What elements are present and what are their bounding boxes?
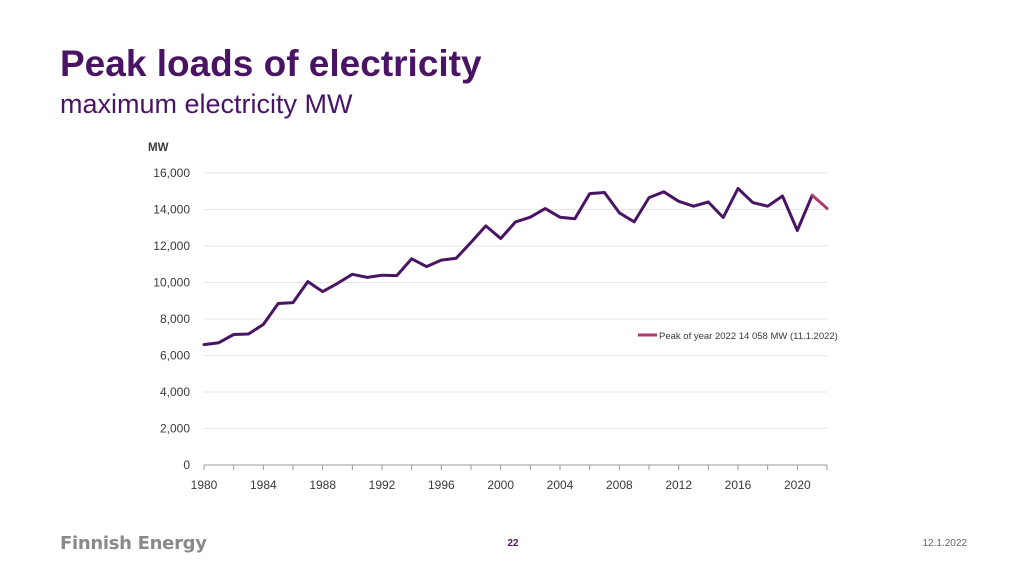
peak-load-line [202,187,814,347]
x-tick-label: 2016 [725,478,752,492]
x-tick-label: 1996 [428,478,455,492]
x-tick-label: 1980 [191,478,218,492]
series [202,187,829,347]
x-tick-label: 2020 [784,478,811,492]
x-tick-label: 2008 [606,478,633,492]
x-tick-label: 1988 [309,478,336,492]
y-tick-label: 14,000 [153,203,190,217]
y-tick-label: 12,000 [153,239,190,253]
x-tick-label: 2000 [487,478,514,492]
axes: 0 2,000 4,000 6,000 8,000 10,000 12,000 14,000 1… [148,142,828,492]
x-tick-label: 2012 [665,478,692,492]
finnish-energy-logo: Finnish Energy [60,533,207,554]
peak-2022-line [810,193,829,210]
page-number: 22 [507,538,519,549]
page-subtitle: maximum electricity MW [60,89,353,119]
y-tick-label: 16,000 [153,166,190,180]
legend-label: Peak of year 2022 14 058 MW (11.1.2022) [659,331,838,342]
page-title: Peak loads of electricity [60,43,482,84]
y-tick-label: 10,000 [153,276,190,290]
x-tick-label: 1992 [369,478,396,492]
y-tick-label: 2,000 [160,422,190,436]
x-tick-label: 1984 [250,478,277,492]
x-tick-label: 2004 [547,478,574,492]
y-tick-label: 4,000 [160,385,190,399]
legend: Peak of year 2022 14 058 MW (11.1.2022) [638,331,838,342]
y-axis-label: MW [148,142,169,154]
y-tick-label: 6,000 [160,349,190,363]
y-tick-label: 0 [183,458,190,472]
y-tick-label: 8,000 [160,312,190,326]
footer-date: 12.1.2022 [922,538,968,549]
grid-lines [204,172,827,429]
